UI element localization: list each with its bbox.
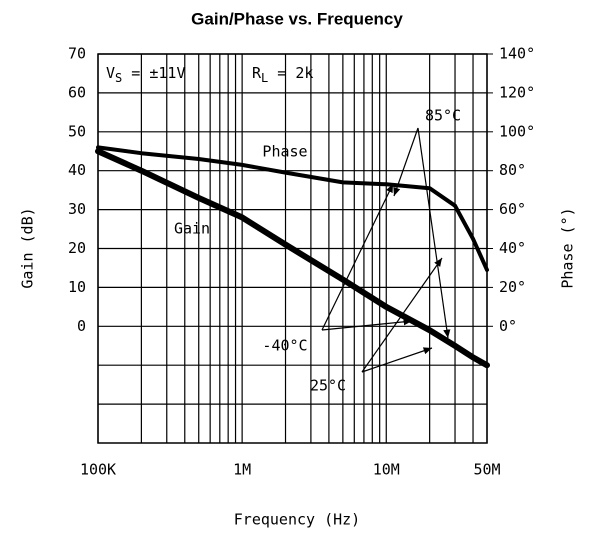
x-axis-label: Frequency (Hz) [234,511,360,529]
x-tick-label: 50M [473,461,500,479]
condition-symbol: R [252,64,262,82]
x-tick-label: 1M [233,461,251,479]
y2-tick-label: 140° [499,45,535,63]
y2-tick-label: 120° [499,83,535,101]
condition-sub: S [115,71,122,85]
y-tick-label: 0 [77,317,86,335]
y2-tick-label: 20° [499,278,526,296]
condition: VS = ±11V [106,64,185,85]
annotation: 25°C [310,377,346,395]
y-tick-label: 20 [68,239,86,257]
y2-tick-label: 80° [499,161,526,179]
series-label: Phase [262,143,307,161]
series-line [96,145,489,272]
arrow [361,347,433,373]
x-tick-label: 100K [80,461,116,479]
y2-tick-label: 0° [499,317,517,335]
arrow [321,183,394,331]
y-tick-label: 60 [68,83,86,101]
y-tick-label: 10 [68,278,86,296]
condition: RL = 2k [252,64,313,85]
arrow [417,127,451,339]
y2-axis-label: Phase (°) [559,207,577,288]
condition-sub: L [261,71,268,85]
y-tick-label: 70 [68,45,86,63]
annotation: -40°C [262,337,307,355]
x-tick-label: 10M [373,461,400,479]
condition-text: = 2k [268,64,313,82]
y-tick-label: 50 [68,122,86,140]
y-axis-label: Gain (dB) [19,207,37,288]
y-tick-label: 30 [68,200,86,218]
condition-text: = ±11V [122,64,185,82]
chart-title: Gain/Phase vs. Frequency [191,9,403,28]
annotation: 85°C [425,107,461,125]
y2-tick-label: 40° [499,239,526,257]
condition-symbol: V [106,64,115,82]
y-tick-label: 40 [68,161,86,179]
y2-tick-label: 60° [499,200,526,218]
series-label: Gain [174,220,210,238]
series-line [95,148,490,369]
y2-tick-label: 100° [499,122,535,140]
arrow [321,318,413,331]
